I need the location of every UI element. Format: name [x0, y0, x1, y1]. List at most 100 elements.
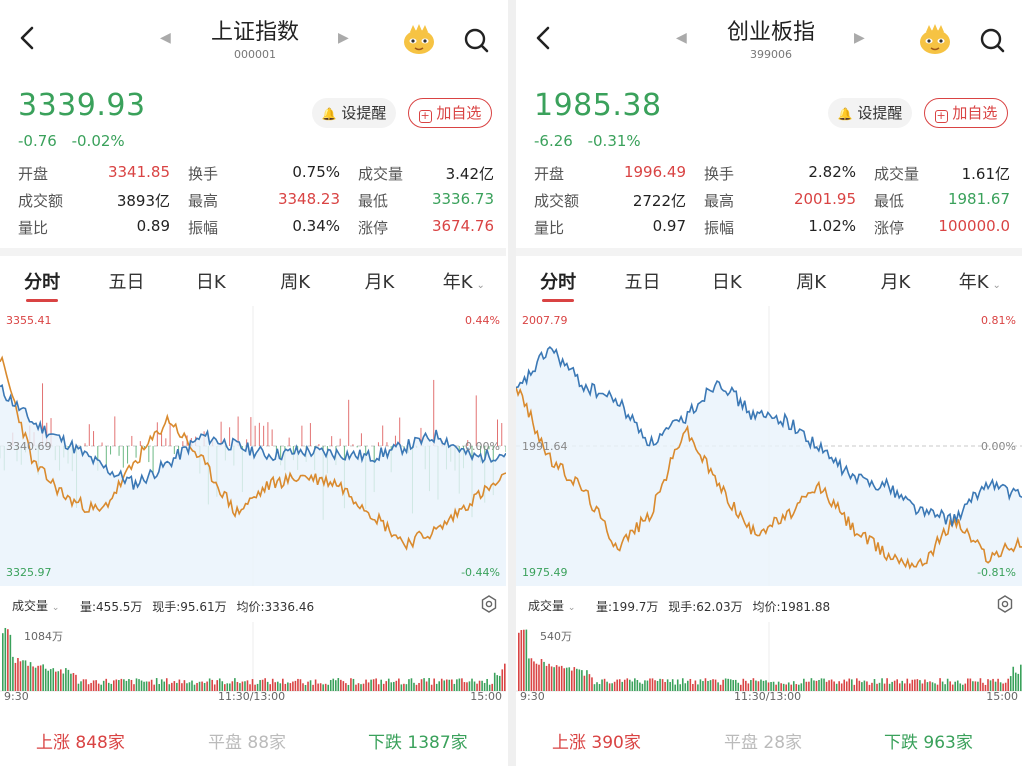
volume-bar: [264, 678, 266, 691]
tab-5[interactable]: 年K ⌄: [422, 262, 506, 304]
volume-bar: [138, 679, 140, 691]
volume-bar: [873, 679, 876, 691]
prev-index-button[interactable]: ◀: [676, 30, 687, 46]
next-index-button[interactable]: ▶: [338, 30, 349, 46]
volume-bar: [491, 683, 493, 691]
prev-index-button[interactable]: ◀: [160, 30, 171, 46]
tab-1[interactable]: 五日: [600, 262, 684, 304]
volume-bar: [362, 683, 365, 691]
stat-item: 换手 2.82%: [704, 163, 874, 184]
search-icon[interactable]: [462, 26, 490, 54]
volume-bar: [866, 681, 868, 691]
volume-bar: [39, 665, 42, 691]
tab-label: 日K: [195, 272, 226, 293]
volume-bar: [808, 681, 810, 691]
volume-bar: [294, 680, 297, 691]
volume-bar: [107, 682, 110, 691]
volume-bar: [501, 669, 504, 691]
mascot-icon[interactable]: [402, 22, 436, 56]
tab-4[interactable]: 月K: [337, 262, 421, 304]
tab-0[interactable]: 分时: [516, 262, 600, 304]
tab-2[interactable]: 日K: [169, 262, 253, 304]
volume-bar: [334, 680, 337, 691]
volume-bar: [606, 681, 608, 691]
volume-bar: [173, 681, 176, 691]
volume-bar: [893, 680, 896, 691]
stats-row: 开盘 1996.49 换手 2.82% 成交量 1.61亿: [534, 160, 1010, 187]
volume-bar: [324, 683, 327, 691]
price-change: -6.26 -0.31%: [534, 132, 651, 150]
volume-bar: [297, 678, 299, 691]
stat-value: 0.34%: [292, 217, 340, 235]
volume-bar: [448, 679, 451, 691]
volume-bar: [49, 669, 52, 691]
back-button[interactable]: [14, 24, 42, 52]
chevron-down-icon: ⌄: [567, 603, 576, 613]
volume-bar: [856, 678, 858, 691]
add-favorite-button[interactable]: + 加自选: [408, 98, 492, 128]
volume-bar: [684, 683, 687, 691]
volume-bar: [229, 683, 231, 691]
tab-5[interactable]: 年K ⌄: [938, 262, 1022, 304]
next-index-button[interactable]: ▶: [854, 30, 865, 46]
avg-price-line: [0, 355, 506, 551]
search-icon[interactable]: [978, 26, 1006, 54]
volume-bar: [211, 679, 213, 691]
add-favorite-button[interactable]: + 加自选: [924, 98, 1008, 128]
stat-item: 涨停 100000.0: [874, 217, 1010, 238]
volume-bar: [223, 684, 226, 691]
set-alert-button[interactable]: 🔔 设提醒: [312, 98, 396, 128]
tab-4[interactable]: 月K: [853, 262, 937, 304]
tab-2[interactable]: 日K: [685, 262, 769, 304]
volume-chart[interactable]: 1084万: [0, 622, 506, 692]
volume-bar: [669, 681, 671, 691]
volume-bar: [631, 681, 634, 691]
volume-selector[interactable]: 成交量 ⌄: [528, 597, 575, 614]
volume-bar: [979, 678, 982, 691]
volume-bar: [1007, 678, 1009, 691]
volume-bar: [593, 684, 596, 691]
tab-1[interactable]: 五日: [84, 262, 168, 304]
stat-item: 开盘 1996.49: [534, 163, 704, 184]
volume-bar: [785, 684, 787, 691]
volume-bar: [135, 678, 138, 691]
volume-bar: [760, 679, 762, 691]
set-alert-label: 设提醒: [857, 104, 903, 122]
volume-bar: [176, 682, 178, 691]
set-alert-button[interactable]: 🔔 设提醒: [828, 98, 912, 128]
mascot-icon[interactable]: [918, 22, 952, 56]
intraday-chart[interactable]: 2007.79 1991.64 1975.49 0.81% 0.00% -0.8…: [516, 306, 1022, 586]
volume-bar: [259, 680, 261, 691]
volume-bar: [266, 681, 269, 691]
volume-selector[interactable]: 成交量 ⌄: [12, 597, 59, 614]
volume-bar: [168, 684, 171, 691]
stat-item: 成交额 2722亿: [534, 190, 704, 211]
volume-chart[interactable]: 540万: [516, 622, 1022, 692]
volume-bar: [850, 679, 853, 691]
stat-value: 1.02%: [808, 217, 856, 235]
volume-bar: [747, 683, 750, 691]
gear-icon[interactable]: [996, 595, 1014, 613]
volume-bar: [888, 683, 891, 691]
volume-bar: [603, 678, 606, 691]
volume-bar: [909, 683, 911, 691]
volume-bar: [813, 680, 815, 691]
volume-bar: [992, 678, 994, 691]
volume-bar: [734, 679, 737, 691]
volume-bar: [493, 672, 496, 691]
volume-bar: [186, 683, 188, 691]
back-button[interactable]: [530, 24, 558, 52]
chart-mid-pct-label: 0.00%: [981, 440, 1016, 453]
volume-bar: [717, 682, 719, 691]
tab-3[interactable]: 周K: [253, 262, 337, 304]
volume-bar: [871, 682, 873, 691]
volume-amount: 量:199.7万: [596, 600, 659, 614]
intraday-chart[interactable]: 3355.41 3340.69 3325.97 0.44% 0.00% -0.4…: [0, 306, 506, 586]
volume-bar: [1020, 664, 1022, 691]
volume-bar: [345, 683, 347, 691]
volume-bar: [256, 683, 259, 691]
tab-0[interactable]: 分时: [0, 262, 84, 304]
gear-icon[interactable]: [480, 595, 498, 613]
tab-3[interactable]: 周K: [769, 262, 853, 304]
volume-bar: [777, 681, 780, 691]
